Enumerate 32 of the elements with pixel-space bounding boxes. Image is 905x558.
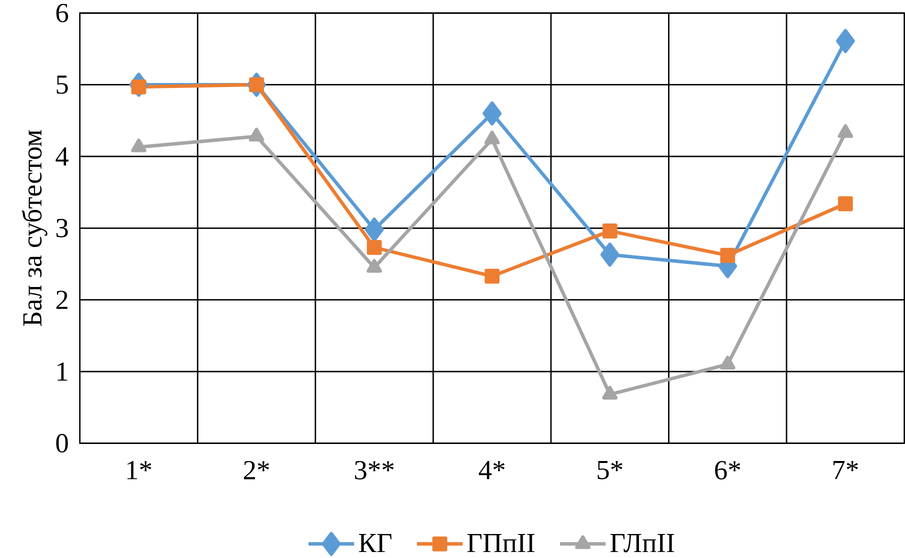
point — [364, 217, 384, 242]
x-tick-label: 2* — [244, 460, 269, 480]
point — [366, 258, 382, 273]
point — [600, 242, 620, 267]
y-tick-label: 1 — [58, 362, 68, 380]
point — [482, 101, 502, 126]
y-tick-label: 0 — [56, 434, 68, 452]
x-tick-label: 1* — [127, 460, 152, 479]
point — [836, 28, 855, 53]
y-axis-title: Бал за субтестом — [22, 130, 48, 326]
y-tick-label: 6 — [56, 4, 68, 22]
legend-label: КГ — [358, 534, 392, 552]
point — [720, 356, 736, 370]
point — [602, 386, 618, 400]
point — [602, 223, 618, 238]
x-tick-label: 5* — [598, 460, 622, 480]
y-tick-label: 4 — [56, 147, 68, 166]
y-tick-label: 3 — [56, 218, 68, 238]
point — [131, 79, 146, 94]
point — [484, 268, 500, 284]
point — [366, 240, 382, 255]
point — [720, 248, 736, 263]
legend-label: ГЛпІІ — [610, 534, 674, 552]
y-tick-label: 2 — [56, 290, 68, 309]
x-tick-label: 3** — [354, 460, 394, 480]
x-tick-label: 7* — [834, 460, 858, 479]
point — [249, 77, 264, 92]
point — [838, 196, 853, 212]
x-tick-label: 4* — [478, 460, 505, 479]
legend-label: ГПпІІ — [467, 534, 534, 552]
x-tick-label: 6* — [715, 460, 740, 480]
y-tick-label: 5 — [56, 75, 68, 94]
